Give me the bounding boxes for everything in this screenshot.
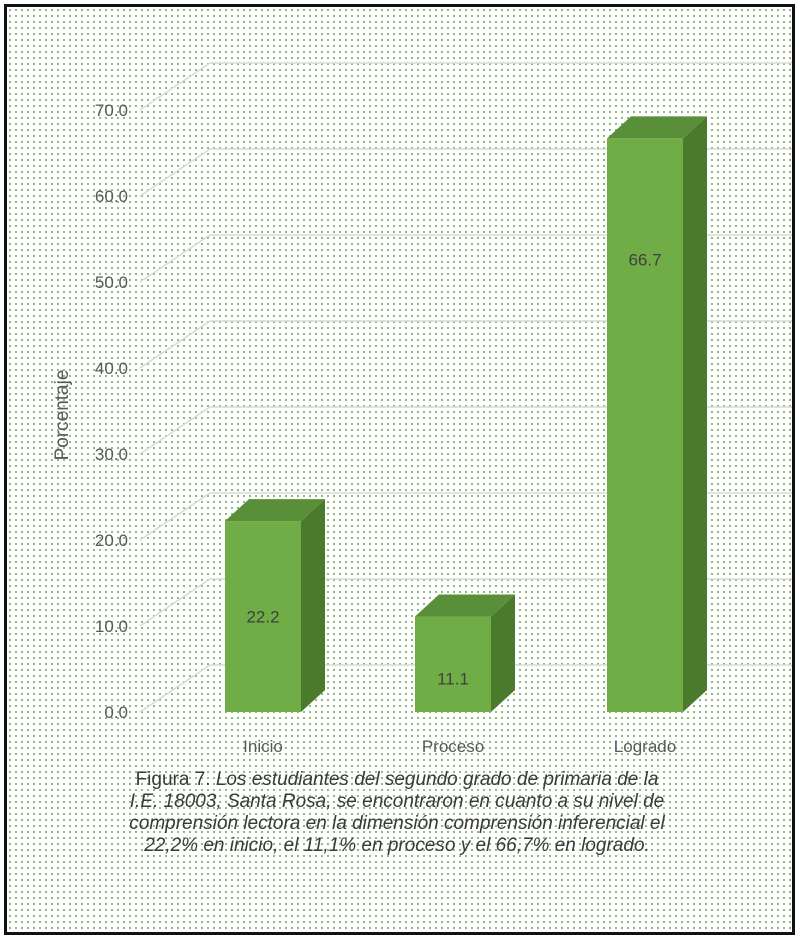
y-tick-label: 50.0 <box>95 273 128 292</box>
y-axis-title: Porcentaje <box>52 370 73 461</box>
gridline <box>139 320 792 369</box>
x-tick-label: Logrado <box>614 737 676 756</box>
figure-caption: Figura 7. Los estudiantes del segundo gr… <box>127 769 667 857</box>
y-tick-label: 10.0 <box>95 617 128 636</box>
bar <box>607 116 707 712</box>
bar-side <box>301 499 325 712</box>
gridlines <box>139 62 792 713</box>
data-label: 22.2 <box>246 608 279 627</box>
bar-side <box>491 594 515 712</box>
y-tick-label: 20.0 <box>95 531 128 550</box>
gridline <box>139 664 792 713</box>
bar-front <box>607 138 683 712</box>
bar-front <box>415 616 491 712</box>
bar-front <box>225 521 301 712</box>
y-tick-label: 30.0 <box>95 445 128 464</box>
bar-top <box>225 499 325 522</box>
gridline <box>139 234 792 283</box>
x-tick-label: Inicio <box>243 737 283 756</box>
gridline <box>139 406 792 455</box>
gridline <box>139 578 792 627</box>
caption-text: Los estudiantes del segundo grado de pri… <box>129 769 665 856</box>
y-tick-label: 0.0 <box>104 703 128 722</box>
bar-chart: 0.0 10.0 20.0 30.0 40.0 50.0 60.0 70.0 Porcentaj… <box>52 62 792 756</box>
y-tick-label: 40.0 <box>95 359 128 378</box>
bar <box>225 499 325 712</box>
y-tick-label: 70.0 <box>95 101 128 120</box>
bar-top <box>415 594 515 617</box>
caption-prefix: Figura 7. <box>135 769 211 790</box>
data-label: 11.1 <box>437 669 469 688</box>
bar-top <box>607 116 707 139</box>
data-label: 66.7 <box>628 250 661 269</box>
gridline <box>139 148 792 197</box>
x-tick-label: Proceso <box>422 737 484 756</box>
y-tick-label: 60.0 <box>95 187 128 206</box>
bar-side <box>683 116 707 712</box>
gridline <box>139 62 792 111</box>
bar <box>415 594 515 712</box>
figure-frame: 0.0 10.0 20.0 30.0 40.0 50.0 60.0 70.0 Porcentaj… <box>4 4 795 935</box>
gridline <box>139 492 792 541</box>
